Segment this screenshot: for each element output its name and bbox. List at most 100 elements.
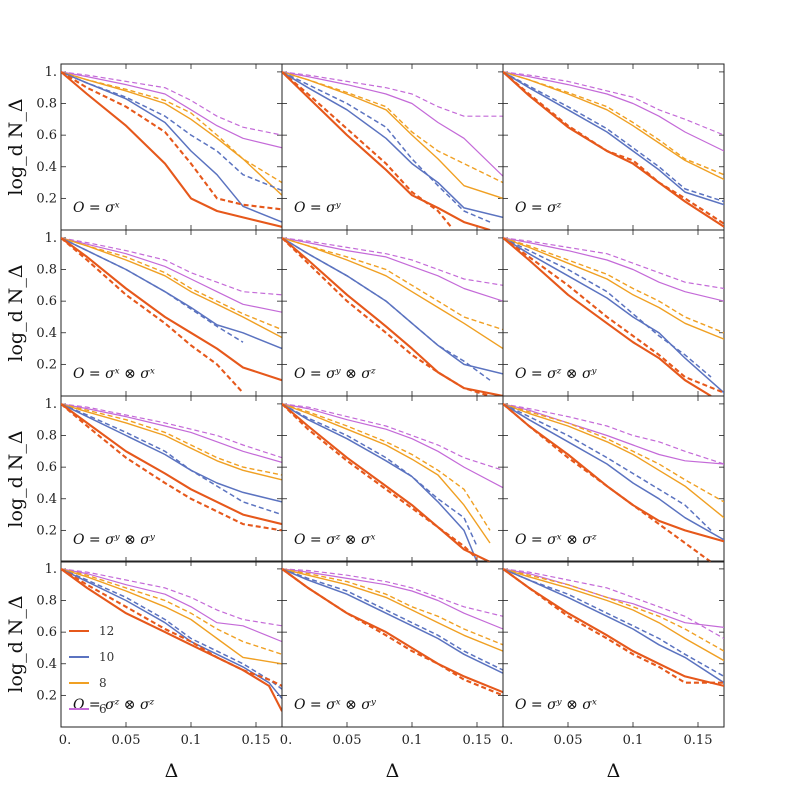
x-tick-label: 0. xyxy=(59,733,71,748)
series-12-solid xyxy=(61,568,282,712)
series-group xyxy=(503,568,724,687)
x-tick-label: 0.1 xyxy=(623,733,644,748)
y-axis-title: log_d N_Δ xyxy=(5,98,27,195)
series-12-dashed xyxy=(503,237,724,394)
panel-label: O = σᶻ xyxy=(515,200,562,216)
series-10-solid xyxy=(503,568,724,684)
x-tick-label: 0.05 xyxy=(333,733,362,748)
series-group xyxy=(61,71,282,228)
series-10-dashed xyxy=(503,568,724,678)
series-12-solid xyxy=(282,237,503,396)
x-tick-label: 0.05 xyxy=(554,733,583,748)
series-6-solid xyxy=(61,237,282,313)
panel-label: O = σˣ ⊗ σʸ xyxy=(294,697,377,713)
panel-label: O = σʸ ⊗ σᶻ xyxy=(294,366,376,382)
series-group xyxy=(61,237,282,394)
series-6-dashed xyxy=(282,71,503,117)
x-tick-label: 0.15 xyxy=(242,733,271,748)
series-group xyxy=(282,568,503,697)
x-tick-label: 0. xyxy=(280,733,292,748)
series-10-dashed xyxy=(282,568,503,671)
panel-label: O = σˣ ⊗ σᶻ xyxy=(515,532,597,548)
y-tick-label: 0.4 xyxy=(36,160,57,175)
y-tick-label: 0.2 xyxy=(36,688,57,703)
legend-label-6: 6 xyxy=(99,702,107,716)
series-12-dashed xyxy=(503,71,724,225)
panel-label: O = σᶻ ⊗ σˣ xyxy=(294,532,375,548)
y-tick-label: 1. xyxy=(45,231,57,246)
legend-label-8: 8 xyxy=(99,676,107,690)
series-6-solid xyxy=(61,403,282,463)
series-group xyxy=(282,403,503,562)
series-6-solid xyxy=(61,568,282,643)
series-6-dashed xyxy=(61,237,282,296)
series-6-solid xyxy=(503,403,724,465)
series-12-solid xyxy=(61,237,282,382)
series-10-solid xyxy=(503,71,724,206)
series-6-dashed xyxy=(282,237,503,286)
panel-11: 0. 0.05 0.1 0.15 O = σˣ ⊗ σʸ Δ xyxy=(280,560,504,782)
y-tick-label: 0.8 xyxy=(36,429,57,444)
series-8-solid xyxy=(503,71,724,181)
y-tick-label: 0.6 xyxy=(36,294,57,309)
y-tick-label: 0.2 xyxy=(36,191,57,206)
series-12-dashed xyxy=(61,568,282,687)
panel-label: O = σˣ xyxy=(73,200,120,216)
series-12-solid xyxy=(282,71,491,230)
panel-label: O = σʸ xyxy=(294,200,342,216)
series-6-solid xyxy=(503,71,724,152)
series-12-solid xyxy=(503,237,712,396)
series-8-dashed xyxy=(503,568,724,652)
series-8-dashed xyxy=(282,71,503,184)
series-10-dashed xyxy=(282,71,491,223)
series-8-solid xyxy=(503,403,724,519)
series-10-solid xyxy=(61,237,282,350)
series-group xyxy=(61,568,282,712)
series-8-solid xyxy=(503,568,724,662)
series-12-solid xyxy=(503,71,724,228)
panel-12: 0. 0.05 0.1 0.15 O = σʸ ⊗ σˣ Δ xyxy=(501,560,725,782)
series-6-dashed xyxy=(503,403,724,465)
x-axis-title: Δ xyxy=(386,760,400,782)
panel-4: 0.2 0.4 0.6 0.8 1. O = σˣ ⊗ σˣ log_d N_Δ xyxy=(5,229,283,397)
series-8-solid xyxy=(61,568,282,665)
y-tick-label: 0.8 xyxy=(36,594,57,609)
series-12-dashed xyxy=(61,237,244,394)
x-tick-label: 0. xyxy=(501,733,513,748)
legend: 12 10 8 6 xyxy=(69,624,114,716)
series-12-solid xyxy=(61,71,282,228)
series-6-solid xyxy=(282,568,503,630)
series-10-solid xyxy=(282,71,503,219)
series-8-dashed xyxy=(61,71,282,184)
series-10-solid xyxy=(61,568,282,699)
series-10-solid xyxy=(61,403,282,503)
series-6-dashed xyxy=(61,71,282,136)
series-6-dashed xyxy=(282,568,503,617)
series-12-dashed xyxy=(282,403,478,560)
panel-5: O = σʸ ⊗ σᶻ xyxy=(281,229,504,397)
series-8-dashed xyxy=(282,568,503,646)
series-6-solid xyxy=(282,71,503,177)
series-12-solid xyxy=(282,403,491,562)
series-8-dashed xyxy=(282,403,491,531)
y-tick-label: 0.8 xyxy=(36,97,57,112)
legend-label-10: 10 xyxy=(99,650,114,664)
x-tick-label: 0.15 xyxy=(463,733,492,748)
series-10-solid xyxy=(503,403,724,541)
x-axis-title: Δ xyxy=(607,760,621,782)
series-10-dashed xyxy=(61,237,244,343)
series-8-solid xyxy=(282,568,503,652)
series-group xyxy=(503,71,724,228)
series-10-dashed xyxy=(61,568,282,690)
series-12-solid xyxy=(282,568,503,694)
y-tick-label: 0.8 xyxy=(36,263,57,278)
y-tick-label: 0.4 xyxy=(36,492,57,507)
series-8-dashed xyxy=(503,71,724,176)
series-10-solid xyxy=(282,568,503,674)
panel-frame xyxy=(502,560,725,728)
series-6-solid xyxy=(61,71,282,149)
panel-1: 0.2 0.4 0.6 0.8 1. O = σˣ log_d N_Δ xyxy=(5,63,283,231)
series-group xyxy=(503,237,724,396)
panel-label: O = σᶻ ⊗ σᶻ xyxy=(73,697,154,713)
series-10-dashed xyxy=(503,237,712,378)
